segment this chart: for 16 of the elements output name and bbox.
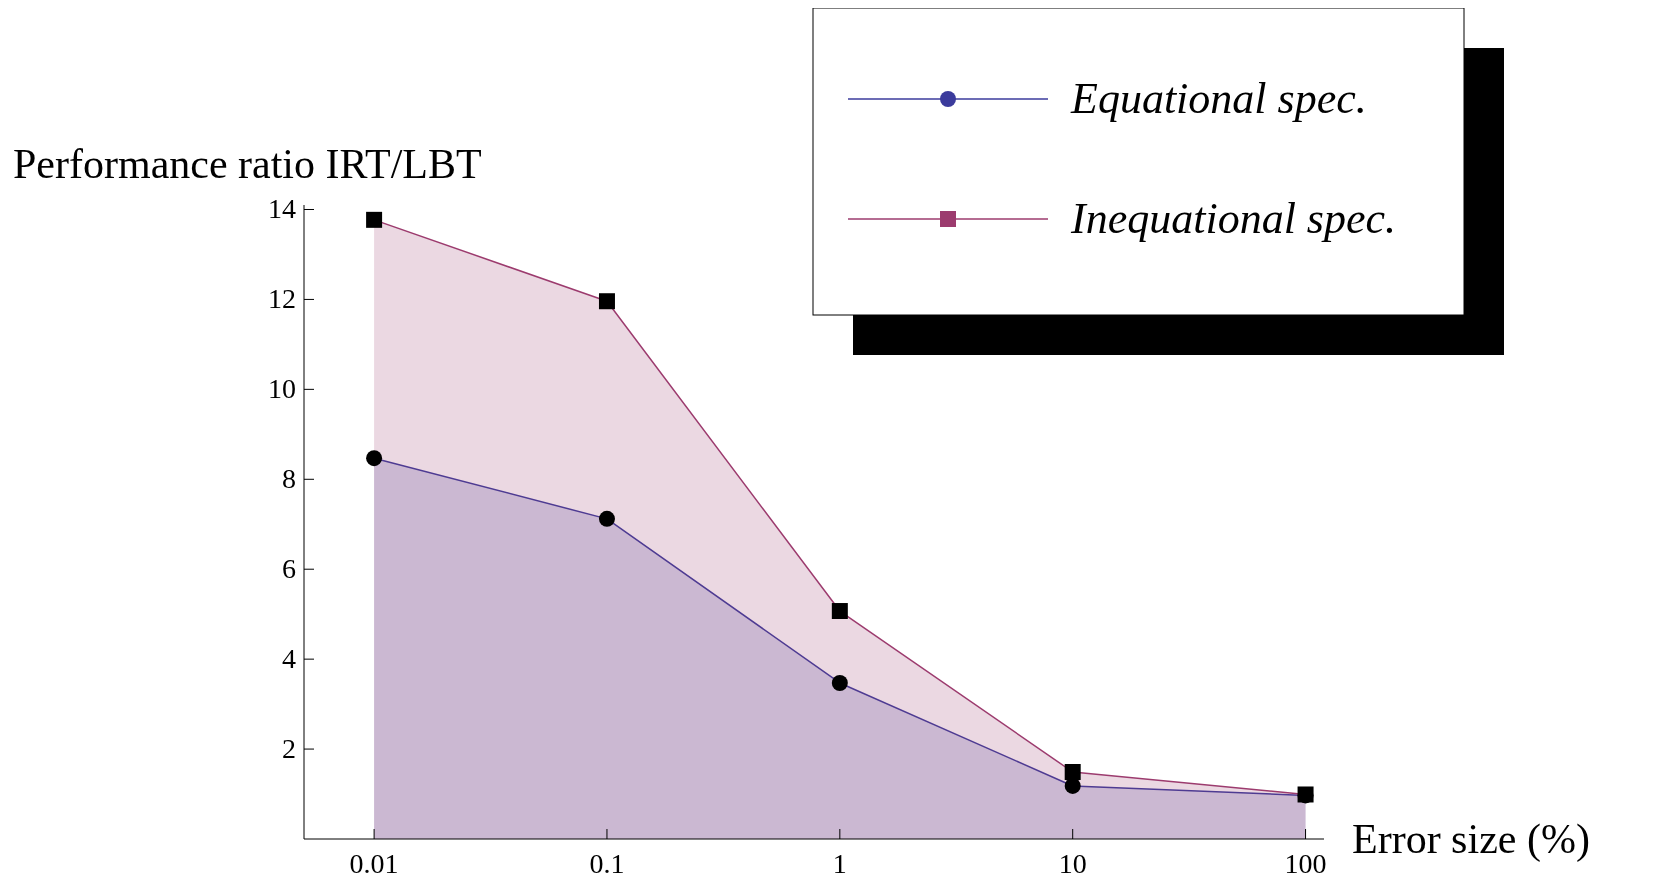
x-axis-title: Error size (%) [1352, 816, 1590, 863]
x-tick-label: 100 [1284, 848, 1327, 879]
y-tick-label: 14 [268, 193, 296, 225]
y-tick-label: 2 [282, 733, 296, 765]
y-axis-title: Performance ratio IRT/LBT [13, 141, 482, 187]
y-tick-label: 8 [282, 463, 296, 495]
x-tick-label: 1 [832, 848, 847, 879]
y-tick-label: 10 [268, 373, 296, 405]
y-tick-label: 4 [282, 643, 296, 675]
x-tick-label: 10 [1058, 848, 1087, 879]
legend-label: Inequational spec. [1070, 194, 1397, 243]
legend-label: Equational spec. [1070, 74, 1367, 123]
x-tick-label: 0.1 [589, 848, 625, 879]
y-tick-label: 6 [282, 553, 296, 585]
y-tick-label: 12 [268, 283, 296, 315]
x-tick-label: 0.01 [349, 848, 399, 879]
